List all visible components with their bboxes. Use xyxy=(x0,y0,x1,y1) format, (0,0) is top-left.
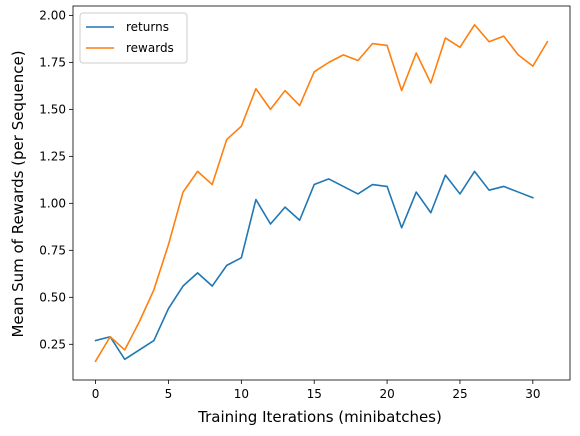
legend-label-rewards: rewards xyxy=(126,41,174,55)
x-tick-label: 0 xyxy=(92,387,100,401)
legend-box xyxy=(79,12,188,64)
legend-label-returns: returns xyxy=(126,20,169,34)
plot-area xyxy=(72,5,571,381)
x-tick-label: 30 xyxy=(525,387,540,401)
x-tick-label: 20 xyxy=(379,387,394,401)
y-tick-label: 1.00 xyxy=(39,196,66,210)
x-tick-label: 25 xyxy=(452,387,467,401)
x-tick-label: 10 xyxy=(234,387,249,401)
y-tick-label: 0.25 xyxy=(39,337,66,351)
legend: returns rewards xyxy=(79,12,188,64)
y-tick-label: 1.25 xyxy=(39,149,66,163)
y-axis: 0.25 0.50 0.75 1.00 1.25 1.50 1.75 2.00 xyxy=(39,8,73,351)
y-tick-label: 1.75 xyxy=(39,55,66,69)
x-tick-label: 5 xyxy=(165,387,173,401)
x-axis: 0 5 10 15 20 25 30 xyxy=(92,380,540,401)
plot-frame xyxy=(72,5,571,381)
y-axis-label: Mean Sum of Rewards (per Sequence) xyxy=(9,50,27,337)
x-tick-label: 15 xyxy=(307,387,322,401)
x-axis-label: Training Iterations (minibatches) xyxy=(197,408,442,426)
series-line-rewards xyxy=(94,23,549,363)
series-line-returns xyxy=(94,170,534,361)
y-tick-label: 0.50 xyxy=(39,290,66,304)
y-tick-label: 1.50 xyxy=(39,102,66,116)
y-tick-label: 0.75 xyxy=(39,243,66,257)
y-tick-label: 2.00 xyxy=(39,8,66,22)
series-layer xyxy=(94,23,549,363)
